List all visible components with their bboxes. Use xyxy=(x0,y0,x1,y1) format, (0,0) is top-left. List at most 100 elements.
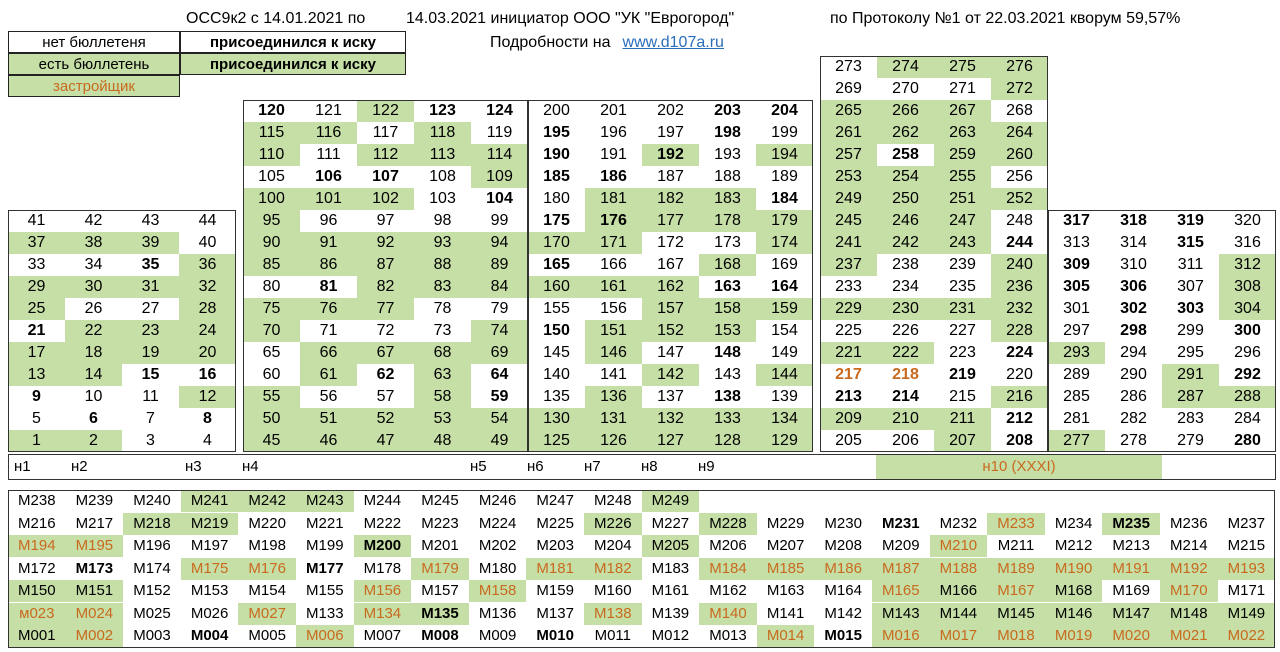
apartment-cell: 39 xyxy=(122,232,179,254)
apartment-cell: 125 xyxy=(528,430,585,452)
apartment-cell: 62 xyxy=(376,366,395,383)
apartment-cell: 139 xyxy=(771,388,798,405)
apartment-cell: 298 xyxy=(1120,322,1147,339)
apartment-cell: 215 xyxy=(949,388,976,405)
nonresidential-label: н10 (XXXI) xyxy=(876,455,1162,479)
apartment-cell: 259 xyxy=(934,144,991,166)
parking-cell: M147 xyxy=(1102,602,1160,625)
apartment-cell: 207 xyxy=(934,430,991,452)
apartment-cell: 88 xyxy=(414,254,471,276)
apartment-cell: 213 xyxy=(835,388,862,405)
parking-cell: M210 xyxy=(929,535,988,557)
parking-cell: M159 xyxy=(536,582,574,599)
details-line: Подробности на www.d107a.ru xyxy=(490,34,724,52)
parking-cell: M233 xyxy=(987,512,1045,535)
apartment-cell: 145 xyxy=(543,344,570,361)
apartment-cell: 92 xyxy=(357,232,414,254)
parking-cell: M145 xyxy=(987,602,1045,625)
apartment-cell: 45 xyxy=(243,430,300,452)
parking-cell: M232 xyxy=(939,514,978,532)
apartment-cell: 102 xyxy=(357,188,414,210)
apartment-cell: 225 xyxy=(835,322,862,339)
apartment-cell: 179 xyxy=(756,210,813,232)
apartment-cell: 138 xyxy=(714,388,741,405)
site-link[interactable]: www.d107a.ru xyxy=(622,34,724,51)
parking-cell: M026 xyxy=(190,604,229,622)
apartment-cell: 108 xyxy=(429,168,456,185)
apartment-cell: 208 xyxy=(1006,432,1033,449)
apartment-cell: 142 xyxy=(642,364,699,386)
apartment-cell: 181 xyxy=(585,188,642,210)
apartment-cell: 178 xyxy=(699,210,756,232)
apartment-cell: 120 xyxy=(258,102,285,119)
parking-cell: M019 xyxy=(1044,625,1103,647)
parking-cell: M006 xyxy=(296,625,354,647)
parking-cell: M010 xyxy=(536,627,574,644)
apartment-cell: 101 xyxy=(300,188,357,210)
apartment-cell: 110 xyxy=(243,144,300,166)
apartment-cell: 6 xyxy=(89,410,98,427)
apartment-cell: 223 xyxy=(949,344,976,361)
apartment-cell: 204 xyxy=(771,102,798,119)
parking-cell: M213 xyxy=(1112,537,1150,554)
parking-cell: M135 xyxy=(411,602,469,625)
apartment-cell: 297 xyxy=(1063,322,1090,339)
parking-cell: M189 xyxy=(987,557,1045,580)
parking-cell: M176 xyxy=(238,557,296,580)
apartment-cell: 56 xyxy=(319,388,338,405)
apartment-cell: 285 xyxy=(1063,388,1090,405)
apartment-cell: 42 xyxy=(84,212,103,229)
apartment-cell: 158 xyxy=(699,298,756,320)
apartment-cell: 189 xyxy=(771,168,798,185)
parking-cell: M203 xyxy=(536,537,574,554)
legend-has-ballot: есть бюллетень xyxy=(8,53,180,75)
apartment-cell: 271 xyxy=(949,80,976,97)
apartment-cell: 134 xyxy=(756,408,813,430)
apartment-cell: 128 xyxy=(699,430,756,452)
parking-cell: M151 xyxy=(65,580,124,602)
apartment-cell: 186 xyxy=(600,168,627,185)
apartment-cell: 260 xyxy=(991,144,1048,166)
apartment-cell: 192 xyxy=(642,144,699,166)
parking-cell: M183 xyxy=(651,559,690,577)
apartment-cell: 284 xyxy=(1234,410,1261,427)
parking-cell: M002 xyxy=(65,625,124,647)
apartment-cell: 135 xyxy=(543,388,570,405)
apartment-cell: 313 xyxy=(1063,234,1090,251)
apartment-cell: 289 xyxy=(1063,366,1090,383)
apartment-cell: 278 xyxy=(1120,432,1147,449)
apartment-cell: 177 xyxy=(642,210,699,232)
parking-cell: M169 xyxy=(1112,582,1150,599)
apartment-cell: 164 xyxy=(771,278,798,295)
apartment-cell: 263 xyxy=(934,122,991,144)
apartment-cell: 168 xyxy=(699,254,756,276)
parking-cell: M180 xyxy=(478,559,517,577)
parking-cell: M208 xyxy=(824,537,862,554)
apartment-cell: 60 xyxy=(262,366,281,383)
parking-cell: M215 xyxy=(1227,537,1266,554)
apartment-cell: 130 xyxy=(528,408,585,430)
apartment-cell: 180 xyxy=(543,190,570,207)
apartment-cell: 63 xyxy=(414,364,471,386)
apartment-cell: 227 xyxy=(949,322,976,339)
parking-cell: M234 xyxy=(1054,514,1093,532)
apartment-cell: 191 xyxy=(600,146,627,163)
apartment-cell: 288 xyxy=(1219,386,1276,408)
parking-cell: M165 xyxy=(872,580,930,602)
parking-cell: M175 xyxy=(180,557,239,580)
parking-cell: M138 xyxy=(584,602,642,625)
apartment-cell: 127 xyxy=(642,430,699,452)
apartment-cell: 64 xyxy=(490,366,509,383)
apartment-cell: 100 xyxy=(243,188,300,210)
apartment-cell: 261 xyxy=(820,122,877,144)
parking-cell: M160 xyxy=(594,582,632,599)
header-part2: 14.03.2021 инициатор ООО "УК "Еврогород" xyxy=(406,10,735,27)
apartment-cell: 268 xyxy=(1006,102,1033,119)
apartment-cell: 226 xyxy=(892,322,919,339)
apartment-cell: 72 xyxy=(376,322,395,339)
apartment-cell: 176 xyxy=(585,210,642,232)
apartment-cell: 275 xyxy=(934,56,991,78)
parking-cell: M247 xyxy=(536,492,574,509)
header-part3: по Протоколу №1 от 22.03.2021 кворум 59,… xyxy=(830,10,1181,27)
parking-cell: M195 xyxy=(65,535,124,557)
